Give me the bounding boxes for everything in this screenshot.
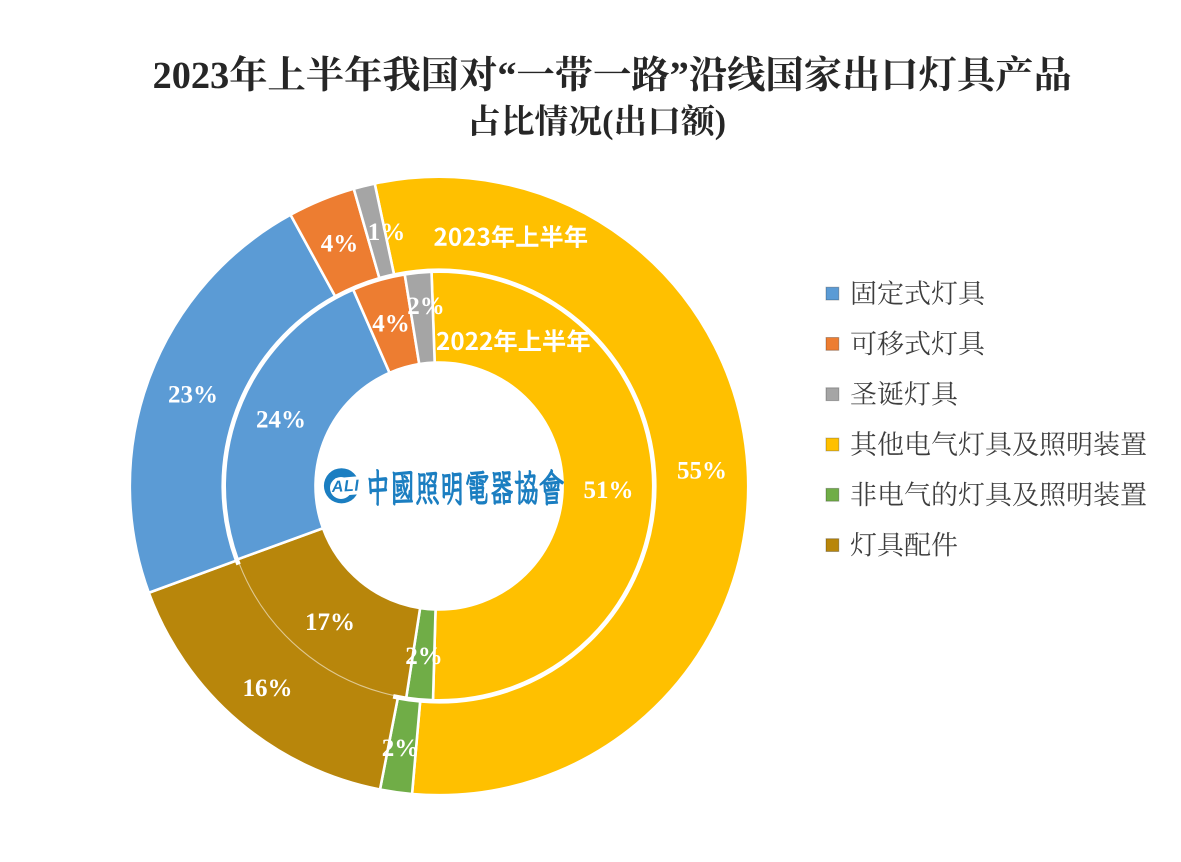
svg-text:2%: 2% bbox=[405, 643, 443, 670]
svg-text:16%: 16% bbox=[243, 675, 293, 702]
svg-text:4%: 4% bbox=[321, 231, 359, 258]
svg-text:2%: 2% bbox=[407, 293, 445, 320]
svg-text:23%: 23% bbox=[168, 382, 218, 409]
svg-text:24%: 24% bbox=[256, 407, 306, 434]
svg-text:2%: 2% bbox=[382, 735, 420, 762]
svg-text:55%: 55% bbox=[677, 458, 727, 485]
svg-text:4%: 4% bbox=[372, 311, 410, 338]
svg-text:17%: 17% bbox=[305, 609, 355, 636]
svg-text:51%: 51% bbox=[584, 477, 634, 504]
svg-text:1%: 1% bbox=[368, 219, 406, 246]
